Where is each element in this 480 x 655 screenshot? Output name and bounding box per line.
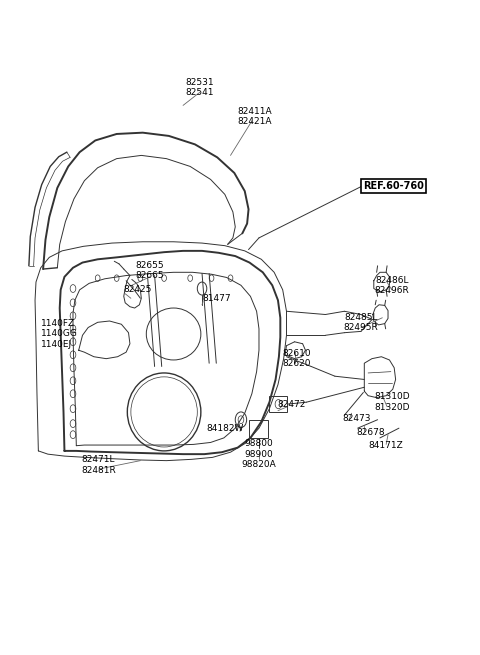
Text: REF.60-760: REF.60-760 bbox=[363, 181, 424, 191]
Text: 82471L
82481R: 82471L 82481R bbox=[81, 455, 116, 475]
Text: 82655
82665: 82655 82665 bbox=[135, 261, 164, 280]
Text: 82473: 82473 bbox=[342, 414, 371, 423]
Bar bbox=[269, 396, 288, 412]
Text: 84182W: 84182W bbox=[206, 424, 243, 433]
Bar bbox=[250, 420, 268, 438]
Text: 98800
98900
98820A: 98800 98900 98820A bbox=[241, 440, 276, 469]
Text: 82485L
82495R: 82485L 82495R bbox=[344, 312, 378, 332]
Text: 82425: 82425 bbox=[124, 286, 152, 294]
Text: 1140FZ
1140GG
1140EJ: 1140FZ 1140GG 1140EJ bbox=[41, 319, 78, 349]
Text: 82531
82541: 82531 82541 bbox=[185, 77, 214, 97]
Text: 82411A
82421A: 82411A 82421A bbox=[237, 107, 272, 126]
Text: 81477: 81477 bbox=[202, 294, 231, 303]
Text: 82486L
82496R: 82486L 82496R bbox=[374, 276, 409, 295]
Text: 82472: 82472 bbox=[277, 400, 305, 409]
Text: 82678: 82678 bbox=[356, 428, 385, 437]
Text: 82610
82620: 82610 82620 bbox=[283, 349, 311, 368]
Text: 81310D
81320D: 81310D 81320D bbox=[374, 392, 409, 412]
Text: 84171Z: 84171Z bbox=[369, 441, 404, 450]
